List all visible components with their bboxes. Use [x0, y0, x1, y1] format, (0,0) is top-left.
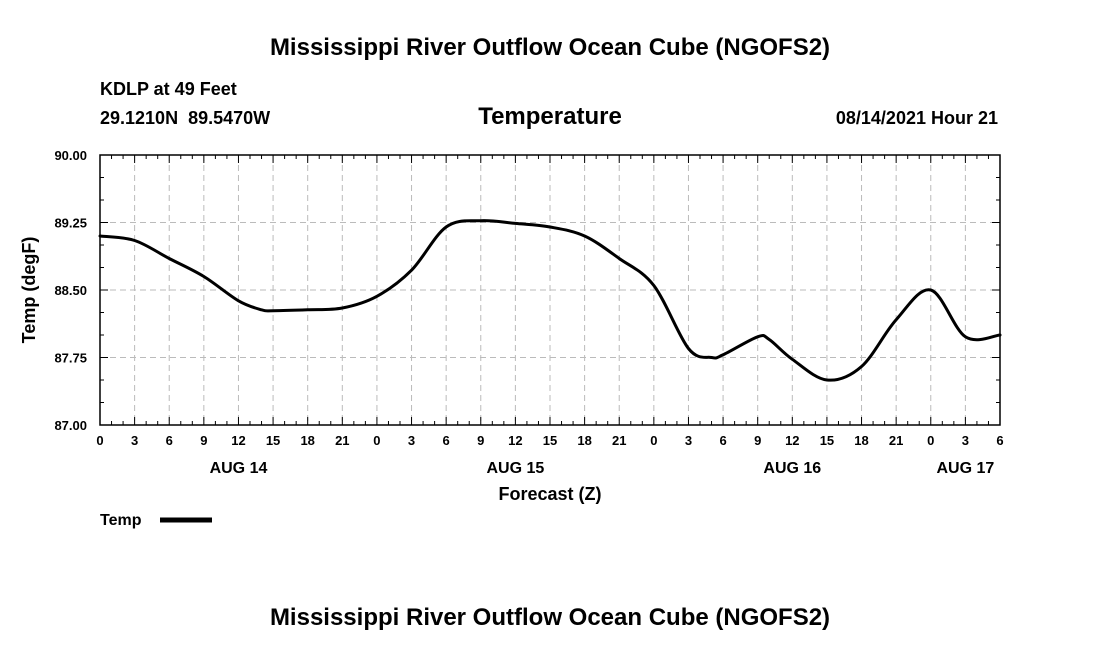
y-tick-label: 87.75: [54, 351, 87, 366]
x-tick-label: 21: [335, 433, 349, 448]
y-tick-label: 87.00: [54, 418, 87, 433]
x-tick-label: 18: [577, 433, 591, 448]
x-tick-label: 15: [266, 433, 280, 448]
date-label: AUG 17: [936, 460, 994, 477]
temp-series-line: [98, 219, 1002, 382]
page-title: Mississippi River Outflow Ocean Cube (NG…: [270, 34, 830, 61]
y-tick-labels: 87.00 87.75 88.50 89.25 90.00: [54, 148, 87, 433]
date-label: AUG 15: [486, 460, 544, 477]
x-tick-label: 18: [300, 433, 314, 448]
footer-title: Mississippi River Outflow Ocean Cube (NG…: [270, 604, 830, 631]
x-tick-label: 21: [889, 433, 903, 448]
x-tick-label: 9: [477, 433, 484, 448]
date-label: AUG 14: [210, 460, 268, 477]
x-tick-label: 9: [200, 433, 207, 448]
x-tick-label: 6: [719, 433, 726, 448]
x-tick-label: 6: [443, 433, 450, 448]
y-tick-label: 90.00: [54, 148, 87, 163]
x-tick-label: 9: [754, 433, 761, 448]
y-tick-label: 89.25: [54, 216, 87, 231]
x-tick-label: 12: [508, 433, 522, 448]
x-tick-labels: 0 3 6 9 12 15 18 21 0 3 6 9 12 15 18 21 0 3 6 9 12 15 18 21 0 3 6: [96, 433, 1003, 448]
x-tick-label: 21: [612, 433, 626, 448]
x-tick-label: 12: [785, 433, 799, 448]
forecast-time: 08/14/2021 Hour 21: [836, 108, 998, 128]
x-tick-label: 6: [996, 433, 1003, 448]
x-tick-label: 12: [231, 433, 245, 448]
x-tick-label: 3: [408, 433, 415, 448]
station-name: KDLP at 49 Feet: [100, 79, 237, 99]
x-tick-label: 3: [962, 433, 969, 448]
x-tick-label: 0: [373, 433, 380, 448]
chart-title: Temperature: [478, 103, 622, 130]
x-tick-label: 3: [685, 433, 692, 448]
x-tick-label: 0: [927, 433, 934, 448]
x-axis-label: Forecast (Z): [498, 484, 601, 504]
x-tick-label: 6: [166, 433, 173, 448]
y-axis-label: Temp (degF): [19, 237, 39, 344]
date-label: AUG 16: [763, 460, 821, 477]
x-tick-label: 0: [96, 433, 103, 448]
x-tick-label: 3: [131, 433, 138, 448]
date-labels: AUG 14 AUG 15 AUG 16 AUG 17: [210, 460, 995, 477]
grid: [100, 155, 1000, 425]
x-tick-label: 15: [820, 433, 834, 448]
station-coords: 29.1210N 89.5470W: [100, 108, 270, 128]
x-tick-label: 18: [854, 433, 868, 448]
y-tick-label: 88.50: [54, 283, 87, 298]
legend-label: Temp: [100, 512, 142, 529]
x-tick-label: 0: [650, 433, 657, 448]
x-tick-label: 15: [543, 433, 557, 448]
plot-frame: [99, 154, 1001, 426]
